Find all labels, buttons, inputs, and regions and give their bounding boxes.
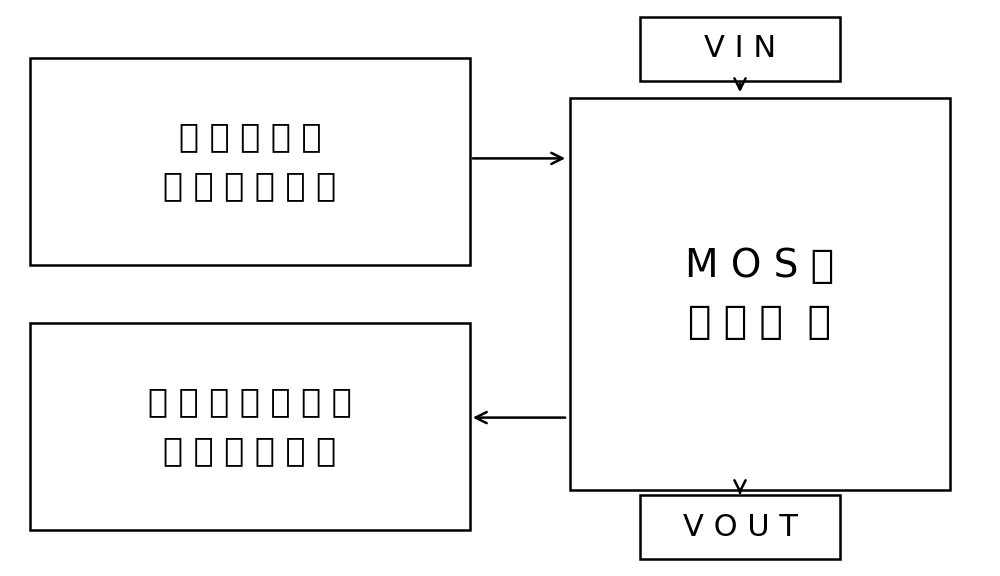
Text: V O U T: V O U T	[683, 513, 797, 541]
Text: 上 电 检 测 与
输 出 控 制 电 路: 上 电 检 测 与 输 出 控 制 电 路	[163, 120, 337, 202]
Text: M O S 管
驱 动 电  路: M O S 管 驱 动 电 路	[685, 247, 835, 341]
Bar	[570, 98, 950, 490]
Text: V I N: V I N	[704, 35, 776, 63]
Bar	[30, 323, 470, 530]
Text: 故 障 检 测 与 控 制
信 号 反 馈 电 路: 故 障 检 测 与 控 制 信 号 反 馈 电 路	[148, 385, 352, 467]
Bar	[30, 58, 470, 265]
Bar	[640, 495, 840, 559]
Bar	[640, 17, 840, 81]
